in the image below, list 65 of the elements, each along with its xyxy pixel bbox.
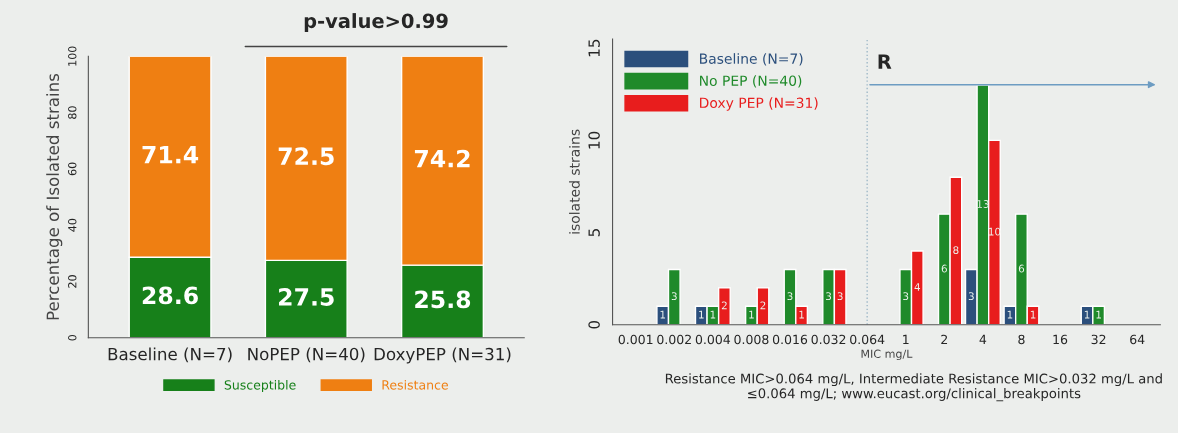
x-tick-label: 0.032 (811, 334, 846, 345)
data-label: 71.4 (142, 146, 199, 164)
data-label: 8 (953, 246, 959, 255)
text: Resistance MIC>0.064 mg/L, Intermediate Resistance MIC>0.032 mg/L and ≤0.064 mg/L; www.eucast.org/clinical_breakpoints (665, 373, 1162, 402)
data-label: 74.2 (414, 149, 470, 168)
y-tick-label: 20 (68, 275, 77, 288)
x-tick-label: 1 (903, 334, 909, 344)
data-label: 27.5 (279, 288, 334, 306)
data-label: 1 (799, 310, 804, 319)
data-label: 3 (968, 292, 974, 301)
legend-label: No PEP (N=40) (700, 75, 802, 88)
x-tick-label: 0.001 (618, 334, 653, 345)
data-label: 1 (710, 310, 716, 319)
ref-line-label: R (878, 54, 892, 69)
y-axis-title: Percentage of Isolated strains (46, 73, 63, 320)
data-label: 3 (903, 292, 909, 301)
data-label: 1 (660, 310, 666, 319)
x-tick-label: 64 (1130, 334, 1145, 345)
x-tick-label: Baseline (N=7) (108, 347, 232, 363)
data-label: 1 (749, 310, 754, 319)
y-tick-label: 40 (68, 218, 77, 232)
data-label: 1 (699, 310, 704, 319)
data-label: 6 (941, 264, 947, 273)
chart-title: p-value>0.99 (304, 13, 448, 32)
legend-label: Resistance (382, 379, 448, 390)
y-tick-label: 80 (68, 106, 77, 119)
data-label: 1 (1007, 310, 1013, 319)
data-label: 2 (760, 301, 766, 310)
legend-label: Baseline (N=7) (700, 53, 803, 66)
data-label: 1 (1030, 310, 1036, 319)
x-tick-label: 0.016 (772, 334, 808, 345)
y-tick-label: 10 (588, 131, 600, 149)
data-label: 72.5 (278, 147, 334, 166)
y-tick-label: 15 (588, 39, 600, 57)
x-tick-label: 8 (1018, 334, 1025, 345)
data-label: 28.6 (142, 286, 198, 305)
y-tick-label: 0 (588, 320, 600, 329)
data-label: 4 (914, 283, 921, 291)
x-axis-title: MIC mg/L (861, 349, 913, 361)
data-label: 2 (721, 301, 727, 310)
x-tick-label: 0.008 (734, 334, 769, 345)
y-tick-label: 60 (68, 162, 77, 176)
y-tick-label: 5 (588, 229, 600, 237)
data-label: 6 (1018, 264, 1025, 273)
legend-label: Susceptible (224, 379, 296, 393)
data-label: 3 (787, 292, 793, 301)
data-label: 1 (1084, 310, 1090, 319)
x-tick-label: DoxyPEP (N=31) (374, 347, 511, 364)
data-label: 25.8 (415, 290, 471, 309)
y-axis-title: isolated strains (569, 129, 580, 234)
data-label: 1 (1096, 310, 1101, 319)
x-tick-label: 2 (941, 334, 948, 344)
data-label: 3 (671, 292, 677, 301)
x-tick-label: NoPEP (N=40) (248, 347, 365, 363)
x-tick-label: 0.004 (695, 334, 731, 345)
data-label: 3 (837, 292, 843, 301)
data-label: 3 (826, 292, 832, 301)
x-tick-label: 32 (1091, 334, 1106, 345)
y-tick-label: 0 (68, 334, 77, 341)
y-tick-label: 100 (68, 46, 77, 66)
x-tick-label: 4 (979, 334, 987, 344)
x-tick-label: 16 (1053, 334, 1068, 345)
x-tick-label: 0.064 (850, 334, 885, 345)
legend-label: Doxy PEP (N=31) (700, 97, 818, 111)
x-tick-label: 0.002 (657, 334, 691, 345)
